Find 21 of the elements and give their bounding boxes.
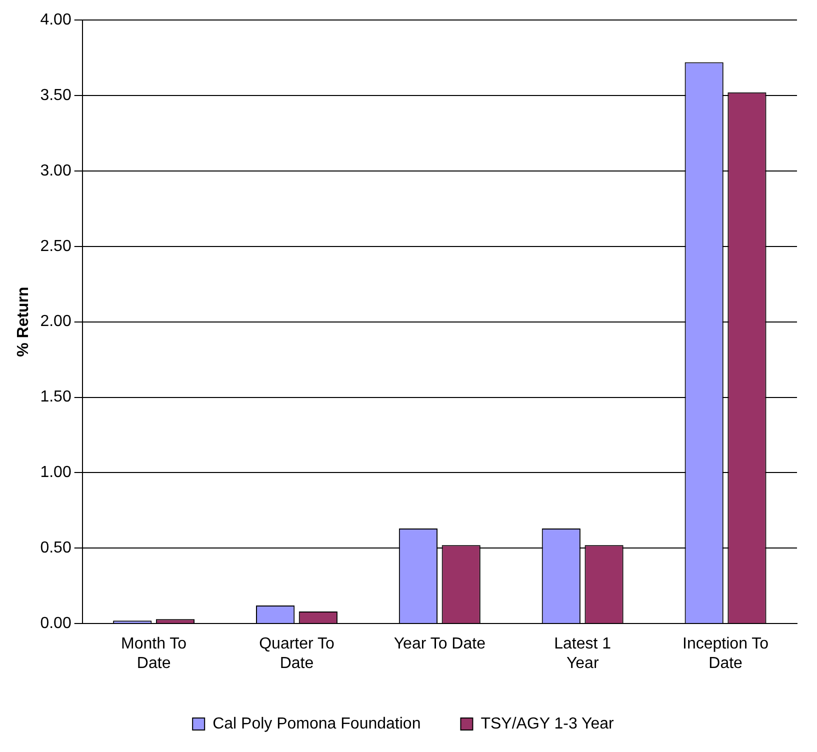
category-label: Date: [708, 654, 742, 672]
y-tick-label: 0.00: [40, 615, 72, 632]
y-tick-label: 1.50: [40, 388, 72, 406]
y-tick-label: 1.00: [40, 464, 72, 482]
y-tick-label: 0.50: [40, 540, 72, 557]
y-tick-label: 3.00: [40, 162, 72, 180]
legend-label: Cal Poly Pomona Foundation: [212, 715, 421, 732]
category-label: Year To Date: [394, 636, 486, 653]
category-label: Latest 1: [554, 636, 612, 653]
category-label: Date: [280, 654, 314, 672]
y-axis-title: % Return: [15, 286, 32, 357]
legend-label: TSY/AGY 1-3 Year: [480, 715, 615, 732]
category-label: Month To: [121, 636, 187, 653]
category-label: Inception To: [682, 636, 769, 653]
y-tick-label: 2.50: [40, 238, 72, 255]
category-label: Year: [566, 654, 599, 672]
category-label: Quarter To: [259, 636, 334, 653]
y-tick-label: 4.00: [40, 11, 72, 28]
y-tick-label: 2.00: [40, 313, 72, 330]
y-tick-label: 3.50: [40, 86, 72, 104]
category-label: Date: [136, 654, 171, 672]
